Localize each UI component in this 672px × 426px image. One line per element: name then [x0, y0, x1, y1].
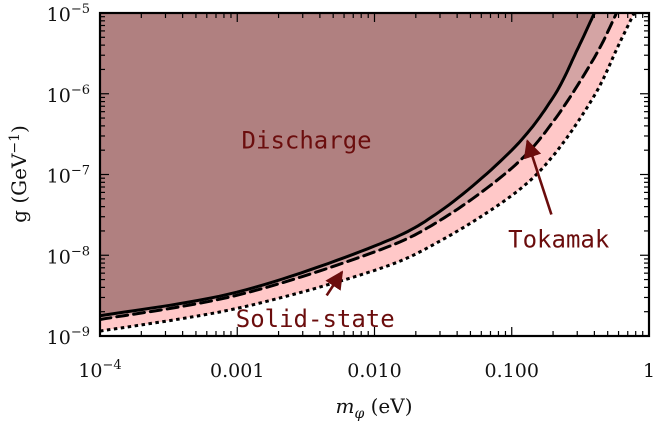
- x-tick-label: 0.100: [485, 360, 539, 382]
- region-fill-solid: [100, 13, 595, 316]
- y-axis: 10−9 10−8 10−7 10−6 10−5: [47, 2, 649, 349]
- annotation-solid-state: Solid-state: [236, 305, 395, 333]
- y-tick-label: 10−5: [47, 2, 90, 26]
- annotations: Discharge Tokamak Solid-state: [236, 126, 610, 332]
- annotation-discharge: Discharge: [242, 126, 372, 154]
- x-tick-label: 1: [643, 360, 655, 382]
- curve-solid: [100, 13, 596, 318]
- y-tick-label: 10−8: [47, 244, 90, 268]
- limit-curves: [100, 13, 636, 333]
- y-axis-title: g (GeV−1): [7, 125, 31, 223]
- annotation-arrow: [523, 139, 553, 215]
- x-tick-label: 0.001: [210, 360, 264, 382]
- annotation-tokamak: Tokamak: [508, 225, 610, 253]
- y-tick-label: 10−9: [47, 325, 90, 349]
- x-tick-label: 10−4: [78, 358, 121, 382]
- x-axis: 10−4 0.001 0.010 0.100 1: [78, 13, 655, 382]
- x-axis-title: mφ (eV): [335, 394, 412, 422]
- annotation-arrow: [325, 270, 344, 297]
- region-fills: [100, 13, 635, 332]
- curve-dashed: [100, 13, 618, 321]
- y-tick-label: 10−6: [47, 83, 90, 107]
- y-tick-label: 10−7: [47, 164, 90, 188]
- x-tick-label: 0.010: [347, 360, 401, 382]
